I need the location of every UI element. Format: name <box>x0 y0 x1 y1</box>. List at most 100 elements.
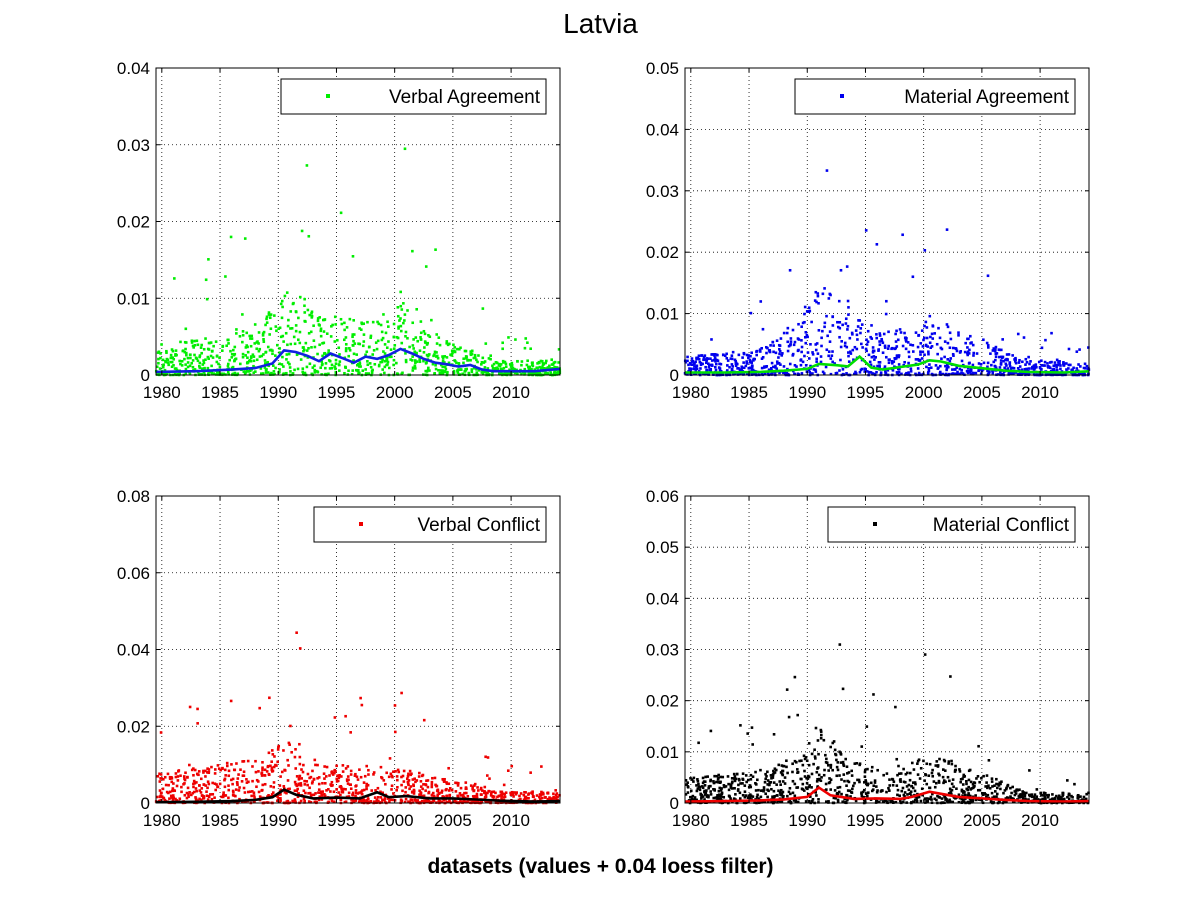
scatter-point <box>948 331 952 335</box>
scatter-point <box>939 346 943 350</box>
scatter-point <box>528 372 532 376</box>
scatter-point <box>430 318 433 322</box>
scatter-point <box>361 344 365 348</box>
scatter-point <box>888 784 892 787</box>
scatter-point <box>971 786 975 790</box>
scatter-point <box>445 356 449 359</box>
scatter-point <box>286 343 289 347</box>
scatter-point <box>459 786 463 790</box>
scatter-point <box>234 788 238 791</box>
scatter-point <box>415 360 419 363</box>
scatter-point <box>304 791 307 795</box>
scatter-point <box>847 313 850 316</box>
scatter-point <box>1060 373 1063 376</box>
scatter-point <box>910 784 913 788</box>
scatter-point <box>814 726 818 730</box>
scatter-point <box>684 360 687 364</box>
scatter-point <box>778 352 781 356</box>
scatter-point <box>471 785 474 789</box>
scatter-point <box>416 799 420 802</box>
scatter-point <box>992 360 996 364</box>
scatter-point <box>475 371 479 374</box>
scatter-point <box>705 359 709 362</box>
scatter-point <box>945 368 948 372</box>
scatter-point <box>715 358 719 362</box>
scatter-point <box>284 331 288 335</box>
scatter-point <box>785 372 788 376</box>
scatter-point <box>543 796 547 799</box>
scatter-point <box>286 787 290 791</box>
scatter-point <box>502 366 506 370</box>
scatter-point <box>809 372 812 375</box>
scatter-point <box>863 788 866 792</box>
scatter-point <box>374 789 377 792</box>
scatter-point <box>225 761 229 765</box>
scatter-point <box>443 355 447 358</box>
scatter-point <box>322 772 326 776</box>
x-tick-label: 1985 <box>201 383 239 402</box>
scatter-point <box>700 795 703 799</box>
scatter-point <box>344 336 348 339</box>
scatter-point <box>271 352 274 356</box>
scatter-point <box>775 367 779 370</box>
scatter-point <box>300 768 303 771</box>
scatter-point <box>985 341 989 345</box>
scatter-point <box>710 353 713 356</box>
scatter-point <box>242 786 246 790</box>
scatter-point <box>259 367 263 370</box>
scatter-point <box>1011 785 1015 789</box>
scatter-point <box>171 794 175 797</box>
scatter-point <box>385 771 388 775</box>
scatter-point <box>462 357 465 361</box>
scatter-point <box>815 300 818 304</box>
scatter-point <box>516 359 519 363</box>
scatter-point <box>791 770 794 774</box>
scatter-point <box>847 351 850 354</box>
scatter-point <box>1058 362 1061 366</box>
scatter-point <box>912 768 916 771</box>
scatter-point <box>979 798 982 802</box>
scatter-point <box>1051 797 1054 801</box>
scatter-point <box>838 750 841 754</box>
scatter-point <box>433 372 436 376</box>
scatter-point <box>221 345 224 348</box>
scatter-point <box>309 794 313 797</box>
scatter-point <box>858 780 861 784</box>
scatter-point <box>327 359 331 362</box>
scatter-point <box>345 347 348 350</box>
scatter-point <box>878 340 881 343</box>
scatter-point <box>261 334 265 337</box>
scatter-point <box>701 776 705 780</box>
scatter-point <box>941 768 945 771</box>
scatter-point <box>412 338 415 341</box>
scatter-point <box>919 766 923 770</box>
scatter-point <box>422 359 425 363</box>
scatter-point <box>249 359 253 363</box>
scatter-point <box>424 265 428 268</box>
scatter-point <box>830 354 834 358</box>
scatter-point <box>949 675 952 678</box>
scatter-point <box>1001 355 1005 359</box>
scatter-point <box>961 791 965 794</box>
scatter-point <box>829 788 833 791</box>
scatter-point <box>202 769 205 773</box>
scatter-point <box>242 760 246 763</box>
scatter-point <box>340 787 343 791</box>
scatter-point <box>1021 360 1024 364</box>
scatter-point <box>323 781 327 785</box>
scatter-point <box>815 770 819 774</box>
scatter-point <box>824 760 828 764</box>
scatter-point <box>205 794 209 798</box>
scatter-point <box>927 352 930 356</box>
scatter-point <box>763 780 767 784</box>
scatter-point <box>369 334 373 338</box>
scatter-point <box>929 366 933 370</box>
scatter-point <box>502 796 506 799</box>
scatter-point <box>379 323 383 327</box>
scatter-point <box>1032 795 1036 799</box>
scatter-point <box>692 780 695 783</box>
scatter-point <box>211 356 215 359</box>
scatter-point <box>972 354 975 357</box>
scatter-point <box>929 335 932 339</box>
scatter-point <box>418 358 421 361</box>
